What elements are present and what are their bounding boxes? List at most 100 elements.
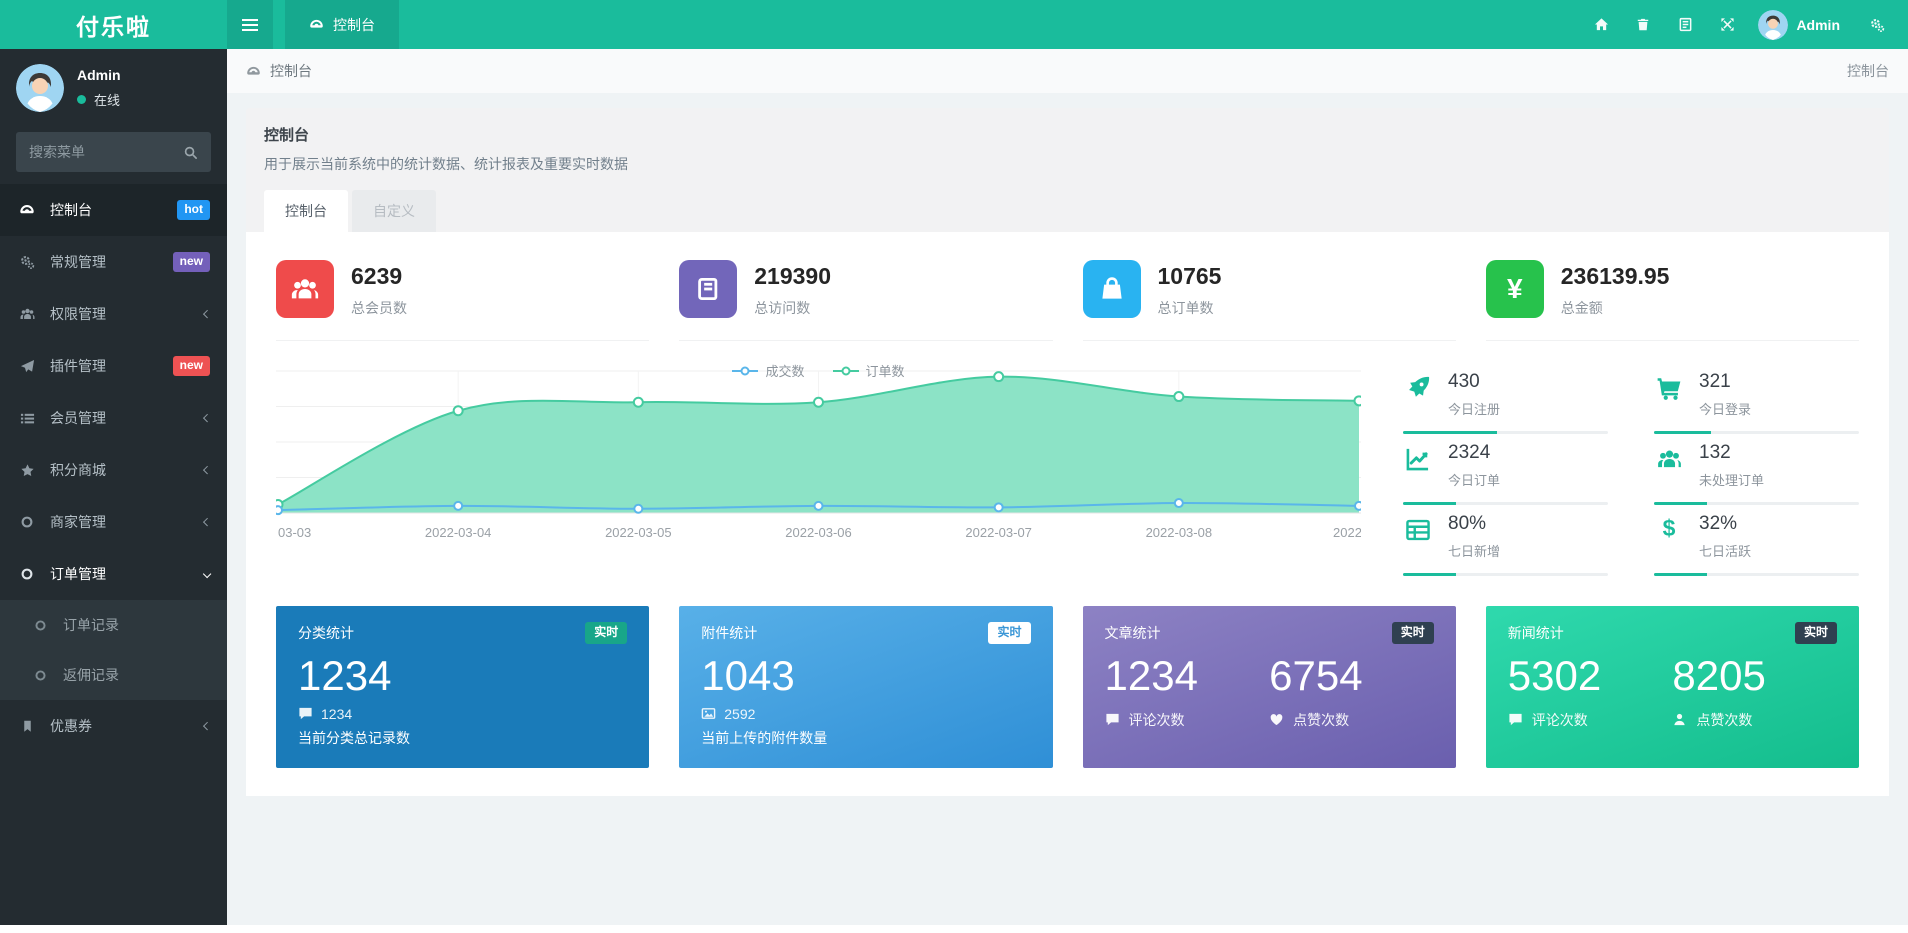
orders-area-chart: 成交数 订单数 03-03 2022-03-04 2022-03-05 2022-03…: [272, 361, 1381, 576]
tab-custom[interactable]: 自定义: [352, 190, 436, 232]
card-title: 分类统计: [298, 624, 354, 641]
sidebar-item-order-records[interactable]: 订单记录: [0, 600, 227, 650]
legend-item-deals[interactable]: 成交数: [732, 361, 805, 380]
qstat-today-register: 430 今日注册: [1403, 363, 1608, 434]
card-col-comments: 1234 评论次数: [1105, 652, 1270, 730]
chevron-left-icon: [202, 721, 212, 731]
card-value: 5302: [1507, 651, 1602, 699]
qstat-label: 今日登录: [1699, 402, 1752, 417]
sidebar-toggle-button[interactable]: [227, 0, 273, 49]
svg-text:2022-03: 2022-03: [1333, 525, 1361, 540]
avatar[interactable]: [16, 64, 64, 112]
qstat-7day-active: $ 32% 七日活跃: [1654, 505, 1859, 576]
qstat-label: 今日订单: [1448, 473, 1501, 488]
sidebar-item-permission-management[interactable]: 权限管理: [0, 288, 227, 340]
sidebar-item-coupons[interactable]: 优惠券: [0, 700, 227, 752]
sidebar-item-member-management[interactable]: 会员管理: [0, 392, 227, 444]
card-news-stats: 新闻统计 实时 5302 评论次数: [1485, 606, 1859, 768]
sidebar-username: Admin: [77, 67, 121, 83]
gauge-icon: [17, 202, 37, 218]
progress-bar: [1654, 502, 1859, 505]
users-icon: [1654, 446, 1684, 472]
qstat-label: 七日新增: [1448, 544, 1501, 559]
order-management-submenu: 订单记录 返佣记录: [0, 600, 227, 700]
circle-icon: [30, 669, 50, 682]
tile-label: 总金额: [1560, 300, 1603, 316]
svg-text:2022-03-04: 2022-03-04: [425, 525, 492, 540]
card-article-stats: 文章统计 实时 1234 评论次数: [1082, 606, 1456, 768]
bookmark-icon: [17, 719, 37, 733]
qstat-value: 132: [1699, 442, 1731, 463]
card-value: 1043: [701, 651, 795, 699]
card-title: 文章统计: [1104, 624, 1161, 641]
card-description: 当前上传的附件数量: [701, 729, 828, 746]
comment-icon: [1508, 712, 1523, 727]
brand-logo[interactable]: 付乐啦: [76, 13, 151, 40]
legend-label: 订单数: [865, 364, 905, 379]
sidebar-item-points-mall[interactable]: 积分商城: [0, 444, 227, 496]
tab-dashboard[interactable]: 控制台: [264, 190, 348, 232]
tile-label: 总会员数: [351, 300, 407, 316]
card-sub-label: 点赞次数: [1293, 711, 1350, 728]
home-icon[interactable]: [1580, 0, 1622, 49]
progress-bar: [1654, 573, 1859, 576]
card-value: 1234: [1104, 651, 1198, 699]
yen-icon: ¥: [1485, 260, 1544, 318]
search-icon[interactable]: [183, 145, 198, 160]
qstat-value: 430: [1448, 371, 1480, 392]
qstat-label: 未处理订单: [1699, 473, 1765, 488]
horizontal-scrollbar[interactable]: [0, 925, 1908, 933]
chart-legend: 成交数 订单数: [276, 361, 1361, 380]
star-icon: [17, 463, 37, 478]
menu-label: 插件管理: [50, 358, 106, 374]
heart-icon: [1269, 712, 1284, 727]
chevron-left-icon: [202, 309, 212, 319]
topbar-tab-dashboard[interactable]: 控制台: [285, 0, 399, 49]
users-icon: [276, 260, 334, 318]
book-icon: [679, 260, 738, 318]
svg-text:2022-03-05: 2022-03-05: [605, 525, 672, 540]
paper-plane-icon: [17, 359, 37, 374]
progress-bar: [1654, 431, 1859, 434]
menu-label: 订单管理: [50, 566, 106, 582]
tile-total-amount: ¥ 236139.95 总金额: [1485, 260, 1859, 341]
sidebar-item-general-management[interactable]: 常规管理 new: [0, 236, 227, 288]
chart-canvas: 03-03 2022-03-04 2022-03-05 2022-03-06 2022-…: [272, 370, 1381, 540]
trash-icon[interactable]: [1622, 0, 1664, 49]
tile-label: 总访问数: [754, 300, 811, 316]
card-attachment-stats: 附件统计 实时 1043 2592 当前上传的附件数量: [679, 606, 1053, 768]
image-icon: [701, 706, 716, 721]
quick-stats: 430 今日注册 321: [1403, 363, 1859, 576]
menu-label: 积分商城: [50, 462, 106, 478]
sidebar-item-rebate-records[interactable]: 返佣记录: [0, 650, 227, 700]
qstat-label: 今日注册: [1448, 402, 1501, 417]
card-sub-label: 评论次数: [1128, 711, 1185, 728]
qstat-pending-orders: 132 未处理订单: [1654, 434, 1859, 505]
user-menu[interactable]: Admin: [1748, 9, 1850, 40]
comment-icon: [1105, 712, 1120, 727]
search-input[interactable]: [29, 144, 183, 160]
legend-item-orders[interactable]: 订单数: [832, 361, 905, 380]
table-icon: [1403, 517, 1433, 543]
gears-icon: [17, 254, 37, 270]
breadcrumb-current[interactable]: 控制台: [270, 63, 312, 79]
card-sub-label: 评论次数: [1531, 711, 1588, 728]
sidebar-search: [16, 132, 211, 172]
online-status-label: 在线: [94, 93, 121, 108]
sidebar-item-plugin-management[interactable]: 插件管理 new: [0, 340, 227, 392]
menu-label: 会员管理: [50, 410, 106, 426]
dollar-icon: $: [1662, 515, 1676, 541]
users-icon: [17, 306, 37, 322]
gears-icon[interactable]: [1856, 0, 1898, 49]
expand-icon[interactable]: [1706, 0, 1748, 49]
sidebar-item-order-management[interactable]: 订单管理: [0, 548, 227, 600]
card-sub-value: 2592: [724, 705, 756, 722]
sidebar-item-merchant-management[interactable]: 商家管理: [0, 496, 227, 548]
log-icon[interactable]: [1664, 0, 1706, 49]
sidebar-item-dashboard[interactable]: 控制台 hot: [0, 184, 227, 236]
progress-bar: [1403, 431, 1608, 434]
qstat-today-orders: 2324 今日订单: [1403, 434, 1608, 505]
tile-value: 219390: [754, 263, 831, 289]
qstat-value: 2324: [1448, 442, 1491, 463]
chart-row: 成交数 订单数 03-03 2022-03-04 2022-03-05 2022-03…: [272, 361, 1859, 576]
